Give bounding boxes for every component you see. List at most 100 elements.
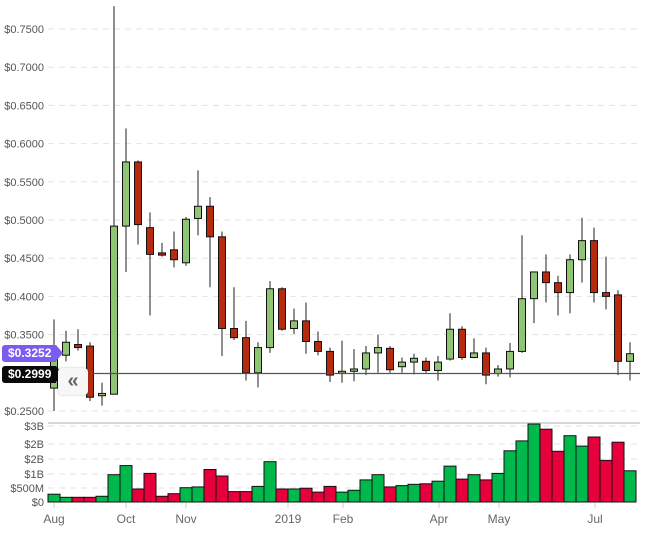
price-tick-label: $0.2500: [4, 406, 44, 418]
volume-bar: [323, 485, 337, 503]
time-tick-label: Feb: [333, 512, 354, 526]
volume-bar: [503, 450, 517, 503]
volume-bar: [527, 423, 541, 503]
volume-bar: [263, 461, 277, 503]
candle-down: [326, 350, 334, 376]
volume-bar: [167, 493, 181, 503]
candle-down: [386, 347, 394, 371]
volume-bar: [275, 488, 289, 503]
candle-down: [614, 294, 622, 362]
candle-up: [446, 328, 454, 360]
price-tick-label: $0.3500: [4, 330, 44, 342]
volume-tick-label: $2B: [24, 454, 44, 466]
candle-up: [110, 225, 118, 395]
volume-bar: [299, 487, 313, 503]
volume-bar: [491, 472, 505, 503]
candle-up: [578, 240, 586, 261]
candle-down: [554, 282, 562, 294]
volume-bar: [59, 496, 73, 503]
candle-down: [458, 328, 466, 359]
candle-up: [194, 205, 202, 219]
candle-up: [290, 320, 298, 329]
candle-up: [362, 352, 370, 370]
volume-bar: [191, 486, 205, 503]
candle-up: [122, 161, 130, 227]
volume-bar: [359, 479, 373, 503]
price-tick-label: $0.7000: [4, 62, 44, 74]
time-tick-label: 2019: [275, 512, 302, 526]
volume-bar: [479, 479, 493, 503]
candle-up: [626, 353, 634, 362]
volume-bar: [395, 485, 409, 503]
volume-bar: [155, 495, 169, 503]
volume-bar: [239, 491, 253, 503]
candle-down: [482, 352, 490, 376]
volume-bar: [563, 435, 577, 503]
price-tick-label: $0.5000: [4, 215, 44, 227]
volume-bar: [215, 475, 229, 503]
volume-bar: [539, 428, 553, 503]
candle-down: [542, 271, 550, 284]
volume-bar: [179, 487, 193, 503]
candle-up: [494, 368, 502, 375]
candle-down: [602, 292, 610, 297]
candle-up: [350, 368, 358, 372]
double-chevron-left-icon: «: [67, 370, 79, 392]
volume-bar: [311, 491, 325, 503]
candle-up: [182, 218, 190, 264]
candle-up: [374, 347, 382, 354]
volume-bar: [119, 465, 133, 503]
candle-down: [590, 240, 598, 294]
volume-bar: [131, 488, 145, 503]
volume-bar: [383, 486, 397, 503]
candlesticks: [50, 6, 634, 411]
volume-bar: [551, 450, 565, 503]
volume-bar: [107, 474, 121, 503]
scroll-back-button[interactable]: «: [58, 368, 88, 395]
candle-up: [434, 361, 442, 372]
candle-down: [206, 205, 214, 238]
candle-down: [146, 227, 154, 255]
volume-bar: [407, 483, 421, 503]
volume-bar: [83, 496, 97, 503]
volume-bar: [227, 491, 241, 503]
volume-bar: [575, 445, 589, 503]
price-tick-label: $0.5500: [4, 177, 44, 189]
volume-bar: [515, 440, 529, 503]
volume-bar: [587, 436, 601, 503]
candle-down: [278, 288, 286, 330]
candle-up: [566, 259, 574, 294]
time-tick-label: Jul: [587, 512, 602, 526]
volume-bar: [467, 474, 481, 503]
volume-tick-label: $0: [32, 497, 44, 509]
candle-up: [62, 341, 70, 356]
time-tick-label: Aug: [43, 512, 64, 526]
volume-bar: [251, 485, 265, 503]
candle-down: [218, 236, 226, 329]
volume-tick-label: $2B: [24, 439, 44, 451]
candle-up: [506, 350, 514, 370]
candle-up: [518, 298, 526, 352]
volume-bar: [611, 441, 625, 503]
last-price-marker: $0.2999: [2, 366, 64, 383]
price-tick-label: $0.6000: [4, 139, 44, 151]
volume-bars: [47, 423, 637, 503]
time-axis: Aug Oct Nov 2019 Feb Apr May Jul: [43, 503, 603, 526]
volume-bar: [347, 489, 361, 503]
volume-bar: [95, 495, 109, 503]
candle-down: [134, 161, 142, 226]
candle-down: [242, 337, 250, 374]
candle-down: [170, 249, 178, 261]
price-axis: $0.7500 $0.7000 $0.6500 $0.6000 $0.5500 $0.50…: [4, 24, 44, 418]
candle-up: [98, 392, 106, 397]
candle-up: [266, 288, 274, 349]
volume-bar: [203, 469, 217, 503]
volume-bar: [143, 472, 157, 503]
candle-down: [74, 344, 82, 349]
volume-tick-label: $1B: [24, 469, 44, 481]
volume-bar: [371, 474, 385, 503]
candle-down: [314, 340, 322, 352]
price-tick-label: $0.4000: [4, 291, 44, 303]
